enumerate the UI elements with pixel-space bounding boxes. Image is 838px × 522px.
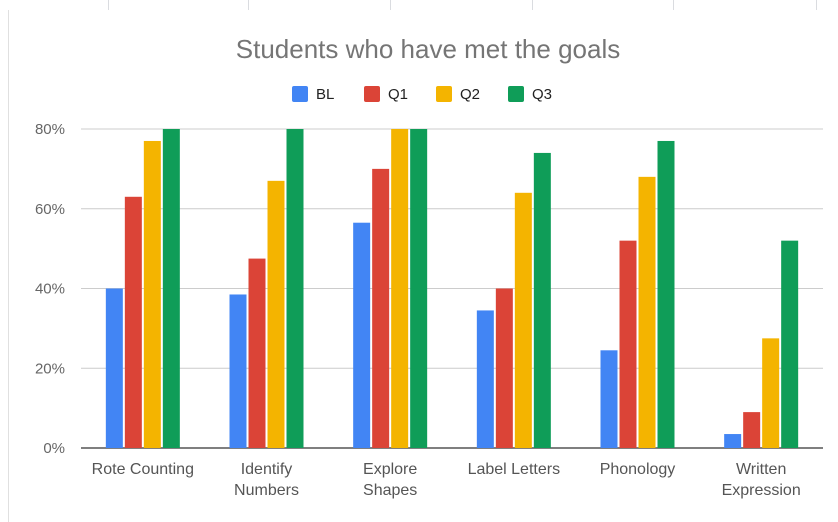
bar-q3[interactable]	[657, 140, 675, 448]
chart-title: Students who have met the goals	[236, 34, 620, 64]
x-category-label: Written Expression	[722, 461, 801, 499]
sheet-gridline	[108, 0, 109, 10]
bar-q3[interactable]	[781, 240, 799, 448]
legend-swatch	[508, 86, 524, 102]
y-axis-ticks: 0% 20% 40% 60% 80%	[35, 121, 65, 457]
legend-label: BL	[316, 86, 334, 103]
y-tick-label: 20%	[35, 360, 65, 377]
legend-swatch	[364, 86, 380, 102]
x-category-label: Phonology	[600, 461, 676, 478]
bar-bl[interactable]	[229, 294, 247, 448]
bar-q3[interactable]	[410, 129, 428, 448]
bar-bl[interactable]	[105, 288, 123, 449]
bar-q2[interactable]	[762, 338, 780, 448]
bar-q1[interactable]	[743, 412, 761, 448]
sheet-gridline	[673, 0, 674, 10]
x-category-label: Label Letters	[468, 461, 561, 478]
bar-bl[interactable]	[600, 350, 618, 448]
bar-q2[interactable]	[514, 192, 532, 448]
bar-chart: Students who have met the goals BL Q1 Q2 Q3…	[35, 34, 823, 499]
x-axis-labels: Rote Counting Identify Numbers Explore Shape…	[92, 461, 801, 499]
legend-item-q3[interactable]: Q3	[508, 86, 552, 103]
sheet-gridline	[532, 0, 533, 10]
bar-q3[interactable]	[162, 129, 180, 448]
chart-legend[interactable]: BL Q1 Q2 Q3	[292, 86, 552, 103]
bar-bl[interactable]	[353, 222, 371, 448]
chart-container[interactable]: Students who have met the goals BL Q1 Q2 Q3…	[8, 10, 838, 522]
bar-q1[interactable]	[248, 258, 266, 448]
bar-q1[interactable]	[495, 288, 513, 449]
legend-item-q2[interactable]: Q2	[436, 86, 480, 103]
bar-q1[interactable]	[124, 196, 142, 448]
sheet-gridline	[390, 0, 391, 10]
bar-q3[interactable]	[286, 129, 304, 448]
x-category-label: Rote Counting	[92, 461, 194, 478]
bar-q2[interactable]	[638, 176, 656, 448]
bar-q2[interactable]	[267, 180, 285, 448]
y-tick-label: 60%	[35, 201, 65, 218]
bar-bl[interactable]	[724, 434, 742, 448]
legend-label: Q1	[388, 86, 408, 103]
legend-label: Q3	[532, 86, 552, 103]
bar-q1[interactable]	[372, 168, 390, 448]
legend-item-bl[interactable]: BL	[292, 86, 334, 103]
bars[interactable]	[105, 129, 799, 449]
legend-swatch	[436, 86, 452, 102]
legend-swatch	[292, 86, 308, 102]
bar-q2[interactable]	[391, 129, 409, 448]
sheet-gridline	[248, 0, 249, 10]
sheet-gridline	[816, 0, 817, 10]
y-tick-label: 80%	[35, 121, 65, 138]
y-tick-label: 40%	[35, 281, 65, 298]
legend-label: Q2	[460, 86, 480, 103]
gridlines	[81, 128, 823, 449]
bar-bl[interactable]	[476, 310, 494, 448]
bar-q1[interactable]	[619, 240, 637, 448]
legend-item-q1[interactable]: Q1	[364, 86, 408, 103]
bar-q3[interactable]	[533, 152, 551, 449]
x-category-label: Identify Numbers	[234, 461, 299, 499]
x-category-label: Explore Shapes	[363, 461, 417, 499]
y-tick-label: 0%	[43, 440, 65, 457]
bar-q2[interactable]	[143, 140, 161, 448]
